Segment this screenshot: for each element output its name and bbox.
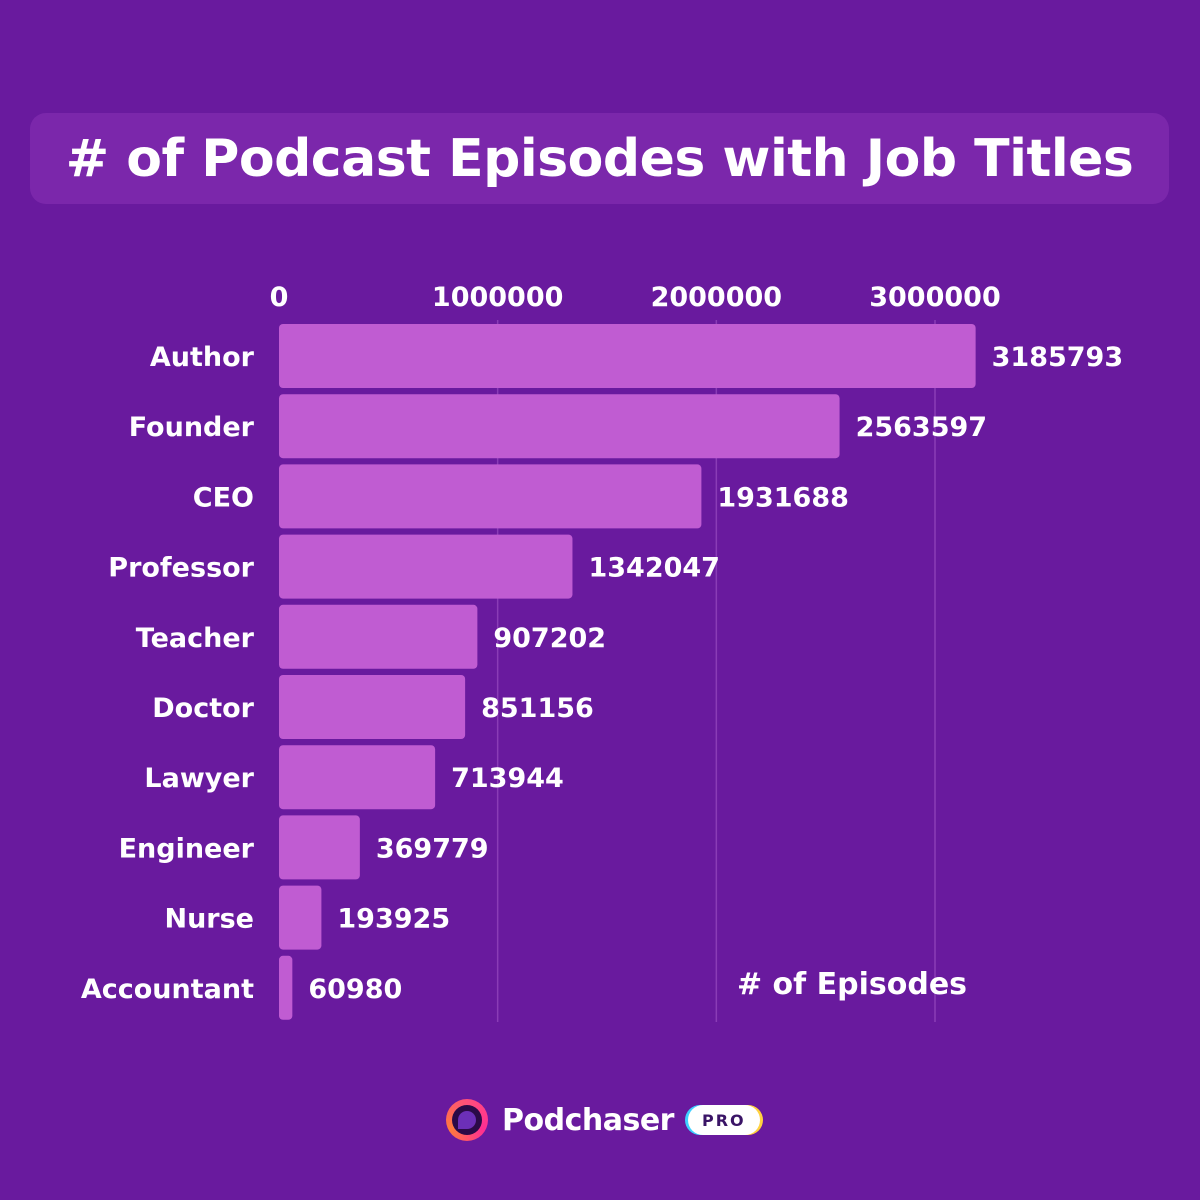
value-label: 1342047 (588, 553, 720, 584)
bar-nurse (279, 885, 322, 950)
category-label: Lawyer (144, 763, 254, 794)
value-label: 369779 (376, 833, 489, 864)
bar-professor (279, 534, 573, 599)
x-tick-label: 3000000 (869, 282, 1001, 313)
value-label: 193925 (337, 904, 450, 935)
category-label: Author (150, 342, 255, 373)
bar-teacher (279, 604, 478, 669)
x-axis-title: # of Episodes (737, 967, 967, 1002)
x-tick-label: 1000000 (432, 282, 564, 313)
bar-ceo (279, 464, 702, 529)
value-label: 1931688 (717, 482, 849, 513)
brand-name: Podchaser (502, 1102, 674, 1138)
bar-author (279, 324, 976, 388)
bar-founder (279, 394, 840, 459)
title-box: # of Podcast Episodes with Job Titles (30, 113, 1169, 204)
value-label: 2563597 (856, 412, 988, 443)
bar-lawyer (279, 745, 436, 810)
pro-badge: PRO (687, 1105, 760, 1135)
value-label: 713944 (451, 763, 564, 794)
category-label: Engineer (119, 833, 255, 864)
x-tick-label: 0 (270, 282, 289, 313)
category-label: CEO (193, 482, 254, 513)
value-label: 60980 (308, 974, 402, 1005)
chart-title: # of Podcast Episodes with Job Titles (65, 128, 1134, 189)
bar-accountant (279, 955, 293, 1020)
x-tick-label: 2000000 (651, 282, 783, 313)
category-label: Accountant (81, 974, 254, 1005)
brand-footer: Podchaser PRO (446, 1096, 760, 1144)
bar-doctor (279, 675, 466, 739)
category-label: Professor (108, 553, 254, 584)
category-label: Founder (129, 412, 255, 443)
value-label: 907202 (493, 623, 606, 654)
value-label: 3185793 (992, 342, 1124, 373)
category-label: Doctor (152, 693, 254, 724)
podchaser-logo-icon (446, 1099, 488, 1141)
value-label: 851156 (481, 693, 594, 724)
category-label: Nurse (164, 904, 254, 935)
category-label: Teacher (136, 623, 255, 654)
bar-engineer (279, 815, 360, 880)
